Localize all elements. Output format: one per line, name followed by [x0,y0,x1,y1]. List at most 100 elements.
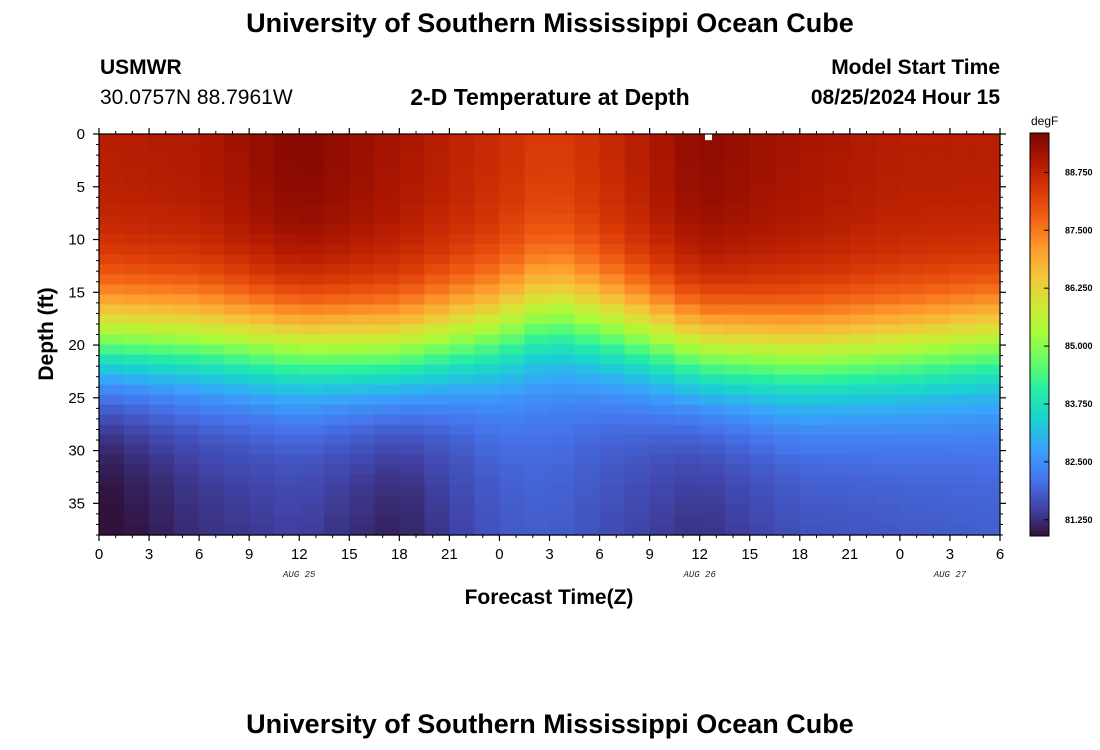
heatmap-cell [174,444,200,456]
heatmap-cell [399,514,425,526]
heatmap-cell [924,364,951,376]
heatmap-cell [624,134,651,145]
heatmap-cell [674,474,701,486]
heatmap-cell [874,374,901,386]
heatmap-cell [499,194,526,205]
heatmap-cell [749,224,776,235]
heatmap-cell [599,184,626,195]
heatmap-cell [349,194,375,205]
heatmap-cell [599,354,626,366]
heatmap-cell [899,164,926,175]
heatmap-cell [974,384,1001,396]
heatmap-cell [799,134,826,145]
heatmap-cell [674,214,701,225]
heatmap-cell [249,244,275,255]
heatmap-cell [574,484,601,496]
heatmap-cell [149,264,175,275]
heatmap-cell [774,284,801,296]
heatmap-cell [799,374,826,386]
heatmap-cell [199,454,225,466]
heatmap-cell [599,264,626,275]
heatmap-cell [424,224,450,235]
heatmap-cell [524,414,551,426]
heatmap-cell [424,154,450,165]
heatmap-cell [599,254,626,265]
heatmap-cell [224,484,250,496]
heatmap-cell [599,174,626,185]
heatmap-cell [674,234,701,245]
heatmap-cell [99,154,125,165]
heatmap-cell [374,524,400,536]
heatmap-cell [224,444,250,456]
heatmap-cell [974,134,1001,145]
heatmap-cell [299,474,325,486]
heatmap-cell [374,284,400,296]
heatmap-cell [724,434,751,446]
heatmap-cell [624,454,651,466]
heatmap-cell [574,274,601,285]
heatmap-cell [924,494,951,506]
heatmap-cell [599,524,626,536]
heatmap-cell [574,234,601,245]
heatmap-cell [299,304,325,316]
heatmap-cell [974,194,1001,205]
heatmap-cell [399,474,425,486]
heatmap-cell [124,314,150,326]
x-tick-label: 18 [791,546,808,563]
heatmap-cell [824,424,851,436]
heatmap-cell [274,514,300,526]
heatmap-cell [574,154,601,165]
heatmap-cell [649,484,676,496]
heatmap-cell [849,144,876,155]
heatmap-cell [374,324,400,336]
heatmap-cell [549,344,576,356]
heatmap-cell [849,354,876,366]
date-label: AUG 26 [682,570,716,580]
heatmap-cell [649,304,676,316]
heatmap-cell [374,504,400,516]
heatmap-cell [574,294,601,306]
heatmap-cell [349,354,375,366]
heatmap-cell [174,274,200,285]
heatmap-cell [724,304,751,316]
heatmap-cell [149,194,175,205]
y-tick-label: 0 [77,126,85,143]
heatmap-cell [599,414,626,426]
heatmap-cell [474,294,501,306]
heatmap-cell [899,284,926,296]
heatmap-cell [849,394,876,406]
heatmap-cell [224,204,250,215]
heatmap-cell [699,384,726,396]
heatmap-cell [149,434,175,446]
heatmap-cell [424,264,450,275]
heatmap-cell [524,524,551,536]
heatmap-cell [274,274,300,285]
heatmap-cell [249,324,275,336]
heatmap-cell [124,254,150,265]
heatmap-cell [624,244,651,255]
heatmap-cell [549,454,576,466]
heatmap-cell [924,414,951,426]
page-title: University of Southern Mississippi Ocean… [246,8,854,38]
heatmap-cell [799,484,826,496]
heatmap-cell [399,374,425,386]
heatmap-cell [749,394,776,406]
heatmap-cell [474,244,501,255]
heatmap-cell [524,264,551,275]
heatmap-cell [374,364,400,376]
heatmap-cell [299,174,325,185]
heatmap-cell [649,494,676,506]
heatmap-cell [524,134,551,145]
heatmap-cell [974,254,1001,265]
heatmap-cell [99,334,125,346]
heatmap-cell [749,154,776,165]
heatmap-cell [549,244,576,255]
x-tick-label: 3 [946,546,954,563]
heatmap-cell [149,504,175,516]
heatmap-cell [399,184,425,195]
heatmap-cell [299,394,325,406]
heatmap-cell [324,334,350,346]
heatmap-cell [649,194,676,205]
heatmap-cell [799,244,826,255]
heatmap-cell [124,344,150,356]
